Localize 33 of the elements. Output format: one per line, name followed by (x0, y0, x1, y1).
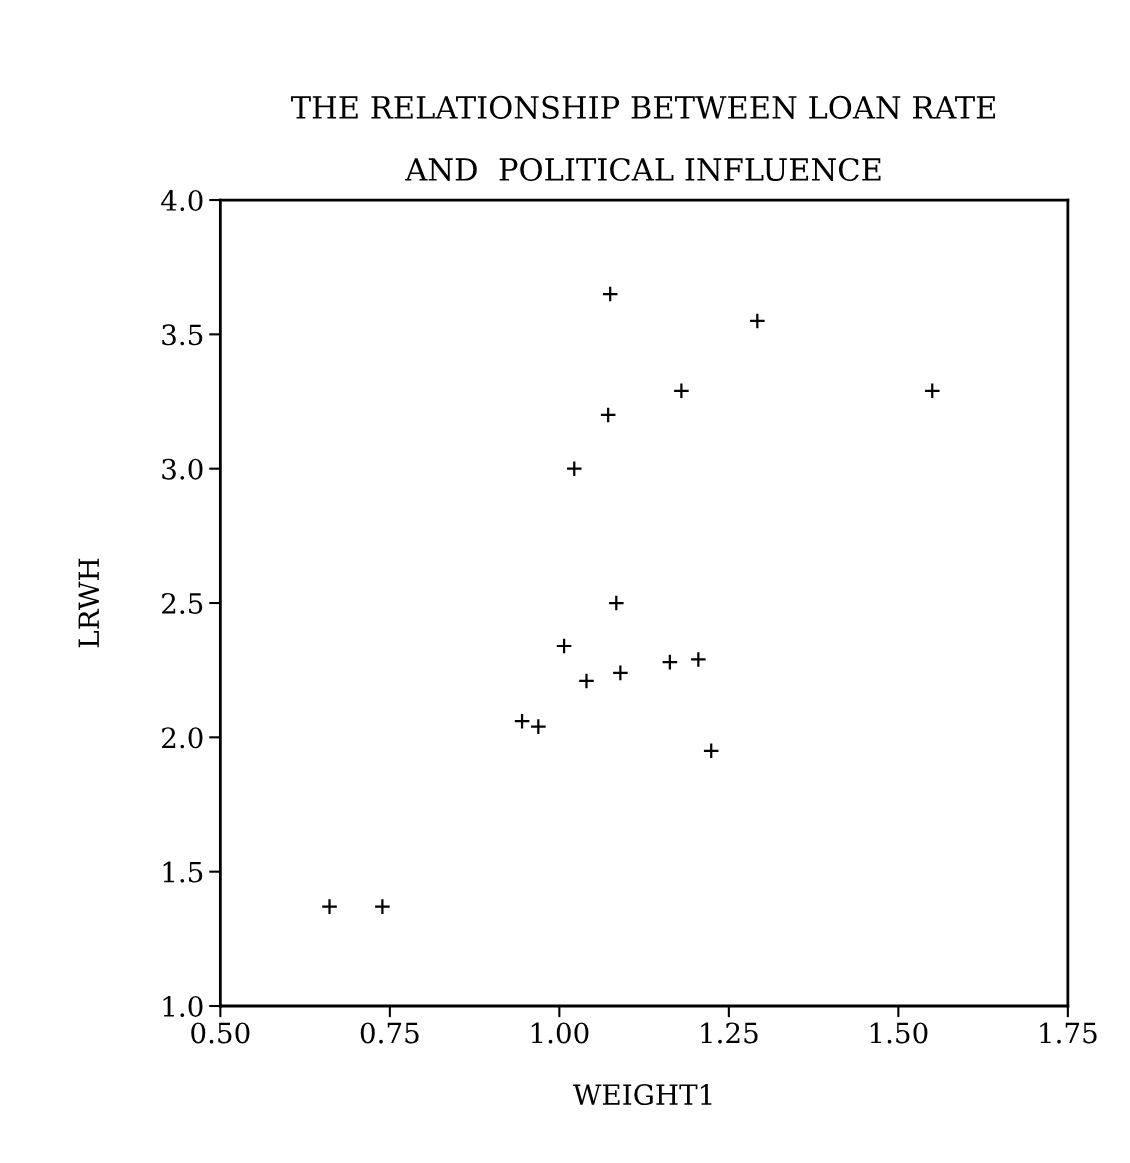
point (599, 406, 617, 424)
chart-title: THE RELATIONSHIP BETWEEN LOAN RATE AND POLITICAL INFLUENCE (291, 95, 996, 182)
point (689, 651, 707, 668)
point (661, 653, 679, 671)
point (513, 712, 531, 730)
x-tick-label: 0.50 (191, 1022, 250, 1044)
x-tick-label: 1.50 (870, 1022, 928, 1044)
point (748, 312, 766, 330)
point (565, 460, 583, 478)
point (702, 742, 720, 760)
x-tick-label: 1.75 (1040, 1022, 1097, 1044)
y-tick-label: 1.0 (163, 995, 203, 1017)
point (923, 382, 941, 400)
point (578, 672, 595, 690)
x-axis-title: WEIGHT1 (573, 1084, 712, 1106)
point (374, 898, 391, 915)
point (611, 664, 629, 682)
y-tick-label: 3.0 (162, 458, 203, 480)
point (673, 382, 690, 400)
y-tick-label: 2.0 (162, 727, 203, 749)
x-tick-label: 1.00 (531, 1022, 589, 1044)
y-tick-label: 4.0 (161, 189, 203, 211)
y-tick-label: 3.5 (162, 324, 203, 346)
y-axis-title: LRWH (78, 558, 99, 648)
point (321, 898, 338, 915)
y-tick-label: 1.5 (163, 861, 203, 883)
x-tick-label: 1.25 (701, 1022, 758, 1044)
y-tick-label: 2.5 (162, 592, 203, 614)
point (529, 718, 547, 735)
point (607, 594, 625, 612)
x-tick-label: 0.75 (360, 1022, 419, 1044)
point (555, 637, 573, 655)
point (601, 285, 619, 303)
